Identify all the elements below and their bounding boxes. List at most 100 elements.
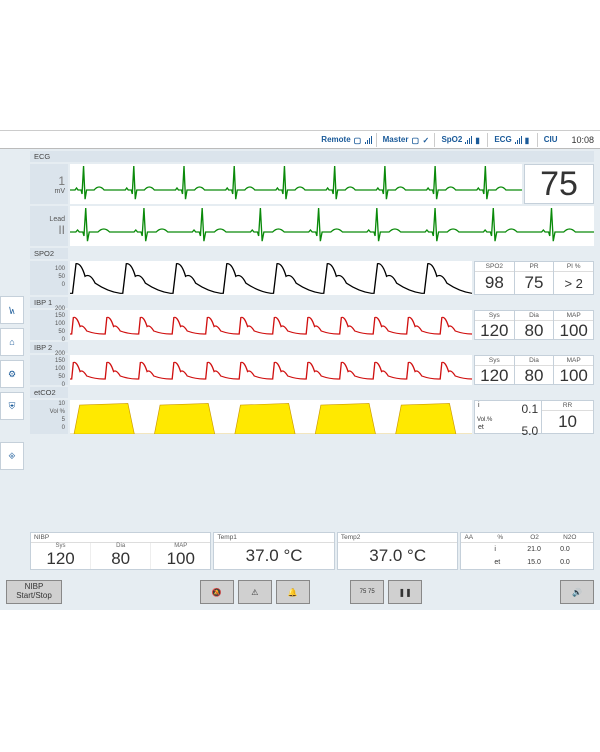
- bed-icon: ⛨: [9, 401, 16, 412]
- clock: 10:08: [563, 135, 594, 145]
- status-spo2-label: SpO2: [441, 135, 462, 144]
- bell-off-icon: 🔔: [288, 588, 298, 597]
- ecg-label-1: 1 mV: [30, 164, 68, 204]
- ibp2-readouts: Sys120 Dia80 MAP100: [474, 355, 594, 385]
- status-remote-label: Remote: [321, 135, 350, 144]
- pi-value: > 2: [554, 272, 593, 294]
- status-ecg-label: ECG: [494, 135, 511, 144]
- gas-i-n2o: 0.0: [560, 546, 593, 553]
- waveform-panels: ECG 1 mV 75 Lead II: [30, 151, 594, 434]
- alarm-silence-button[interactable]: 🔕: [200, 580, 234, 604]
- rate-7575-button[interactable]: 75 75: [350, 580, 384, 604]
- rr-value: 10: [542, 411, 593, 433]
- etco2-readouts: i 0.1 Vol.% et 5.0 RR10: [474, 400, 594, 434]
- pause-button[interactable]: ❚❚: [388, 580, 422, 604]
- spo2-scale: 100 50 0: [30, 261, 68, 295]
- monitor-screen: Remote ▢ Master ▢ ✓ SpO2 ▮ ECG ▮ CIU 10:…: [0, 130, 600, 610]
- ecg-lead-value: II: [58, 223, 65, 237]
- signal-icon: [515, 136, 522, 144]
- ecg-svg-2: [70, 206, 594, 246]
- signal-icon: [465, 136, 472, 144]
- footer-bar: NIBP Start/Stop 🔕 ⚠ 🔔 75 75 ❚❚ 🔊: [6, 578, 594, 606]
- status-bar: Remote ▢ Master ▢ ✓ SpO2 ▮ ECG ▮ CIU 10:…: [0, 131, 600, 149]
- nibp-startstop-button[interactable]: NIBP Start/Stop: [6, 580, 62, 604]
- etco2-header: etCO2: [30, 387, 68, 398]
- temp2-value: 37.0 °C: [338, 543, 458, 569]
- spo2-value: 98: [475, 272, 514, 294]
- status-ciu: CIU: [540, 133, 562, 147]
- alarm-off-button[interactable]: 🔔: [276, 580, 310, 604]
- ibp2-sys: 120: [475, 366, 514, 386]
- temp1-value: 37.0 °C: [214, 543, 334, 569]
- etco2-scale: 10 Vol % 5 0: [30, 400, 68, 434]
- ibp2-waveform: [70, 355, 472, 385]
- ecg-svg-1: [70, 164, 522, 204]
- ecg-lead-label: Lead: [49, 216, 65, 223]
- ecg-scale-val: 1: [58, 174, 65, 188]
- nibp-map: 100: [167, 549, 195, 569]
- ibp1-dia: 80: [515, 321, 554, 341]
- spo2-readouts: SPO298 PR75 PI %> 2: [474, 261, 594, 295]
- ibp1-map: 100: [554, 321, 593, 341]
- ecg-row-2: Lead II: [30, 206, 594, 246]
- sidebar-settings-button[interactable]: ⚙: [0, 360, 24, 388]
- etco2-et: 5.0: [521, 424, 538, 438]
- ibp1-readouts: Sys120 Dia80 MAP100: [474, 310, 594, 340]
- status-spo2: SpO2 ▮: [437, 133, 488, 147]
- pause-icon: ❚❚: [398, 588, 411, 597]
- home-icon: ⌂: [9, 337, 14, 347]
- ibp2-map: 100: [554, 366, 593, 386]
- ibp2-scale: 200 150 100 50 0: [30, 355, 68, 385]
- etco2-i: 0.1: [521, 402, 538, 416]
- temp2-block: Temp2 37.0 °C: [337, 532, 459, 570]
- ecg-scale-unit: mV: [55, 188, 66, 195]
- nibp-sys: 120: [46, 549, 74, 569]
- left-sidebar: 𐑿 ⌂ ⚙ ⛨ 🞜: [0, 296, 24, 474]
- ecg-header: ECG: [30, 151, 594, 162]
- battery-icon: ▮: [525, 136, 533, 144]
- bottom-numeric-row: NIBP Sys120 Dia80 MAP100 Temp1 37.0 °C T…: [30, 532, 594, 570]
- check-icon: ✓: [422, 136, 430, 144]
- ibp1-row: 200 150 100 50 0 Sys120 Dia80 MAP100: [30, 310, 594, 340]
- gas-et-o2: 15.0: [527, 559, 560, 566]
- ecg-row-1: 1 mV 75: [30, 164, 594, 204]
- sidebar-bed-button[interactable]: ⛨: [0, 392, 24, 420]
- status-ecg: ECG ▮: [490, 133, 537, 147]
- speaker-icon: 🔊: [572, 588, 582, 597]
- hr-readout: 75: [524, 164, 594, 204]
- gas-et-n2o: 0.0: [560, 559, 593, 566]
- monitor-icon: ▢: [411, 136, 419, 144]
- etco2-row: 10 Vol % 5 0 i 0.1 Vol.% et 5.0: [30, 400, 594, 434]
- status-master: Master ▢ ✓: [379, 133, 436, 147]
- spo2-header: SPO2: [30, 248, 68, 259]
- status-master-label: Master: [383, 135, 409, 144]
- battery-icon: ▮: [475, 136, 483, 144]
- ibp2-dia: 80: [515, 366, 554, 386]
- nibp-block: NIBP Sys120 Dia80 MAP100: [30, 532, 211, 570]
- pr-value: 75: [515, 272, 554, 294]
- person-icon: 𐑿: [9, 304, 14, 317]
- alarm-limit-icon: ⚠: [251, 588, 258, 597]
- temp1-block: Temp1 37.0 °C: [213, 532, 335, 570]
- monitor-icon: ▢: [354, 136, 362, 144]
- gas-i-o2: 21.0: [527, 546, 560, 553]
- ibp1-scale: 200 150 100 50 0: [30, 310, 68, 340]
- case-icon: 🞜: [8, 451, 15, 462]
- etco2-waveform: [70, 400, 472, 434]
- alarm-limit-button[interactable]: ⚠: [238, 580, 272, 604]
- sidebar-patient-button[interactable]: 𐑿: [0, 296, 24, 324]
- spo2-row: 100 50 0 SPO298 PR75 PI %> 2: [30, 261, 594, 295]
- gear-icon: ⚙: [8, 369, 16, 380]
- signal-icon: [365, 136, 372, 144]
- nibp-dia: 80: [111, 549, 130, 569]
- spo2-svg: [70, 261, 472, 295]
- bell-silence-icon: 🔕: [212, 588, 222, 597]
- sidebar-case-button[interactable]: 🞜: [0, 442, 24, 470]
- hr-value: 75: [525, 165, 593, 204]
- ibp1-sys: 120: [475, 321, 514, 341]
- spo2-waveform: [70, 261, 472, 295]
- status-ciu-label: CIU: [544, 135, 558, 144]
- speaker-button[interactable]: 🔊: [560, 580, 594, 604]
- sidebar-home-button[interactable]: ⌂: [0, 328, 24, 356]
- status-remote: Remote ▢: [317, 133, 376, 147]
